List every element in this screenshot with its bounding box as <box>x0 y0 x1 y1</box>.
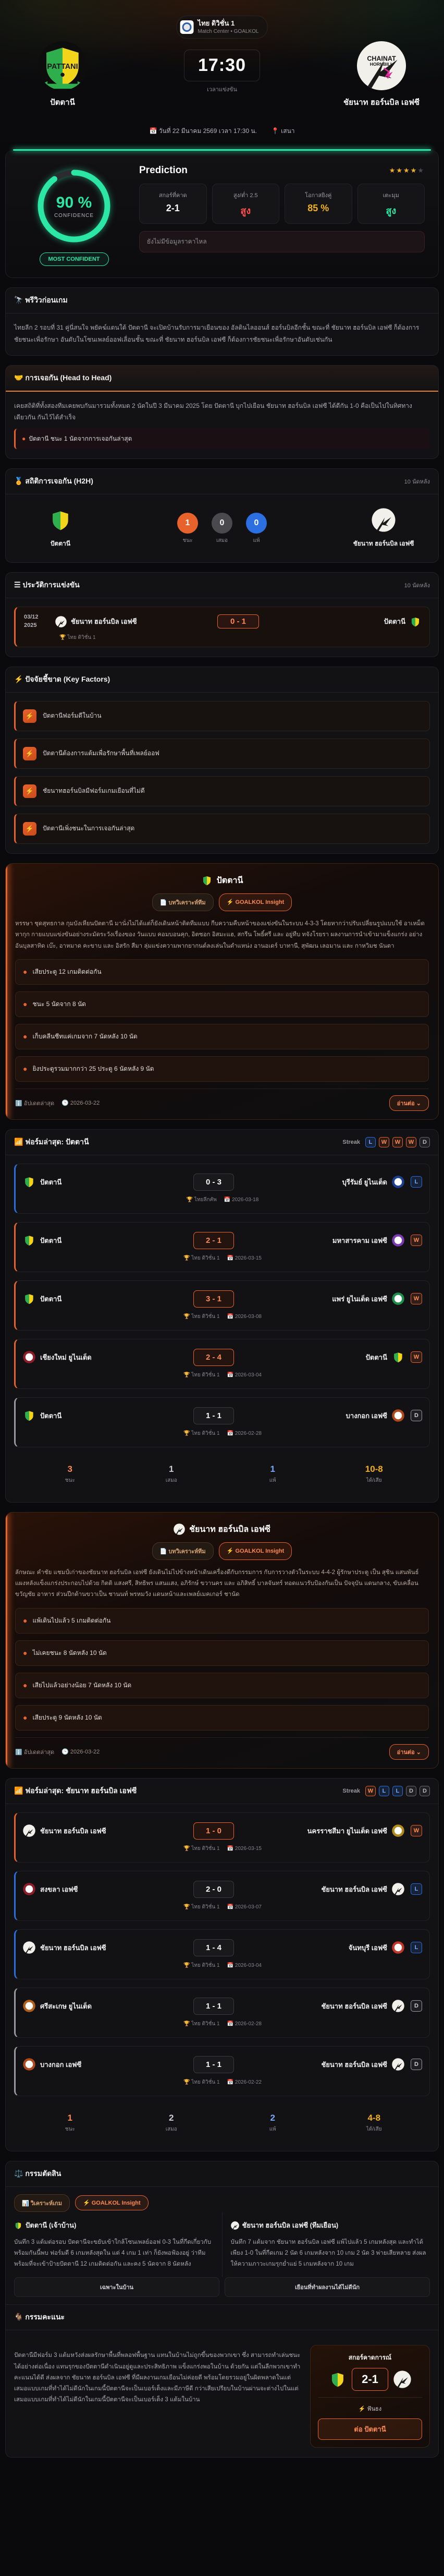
svg-text:PATTANI: PATTANI <box>47 63 78 71</box>
